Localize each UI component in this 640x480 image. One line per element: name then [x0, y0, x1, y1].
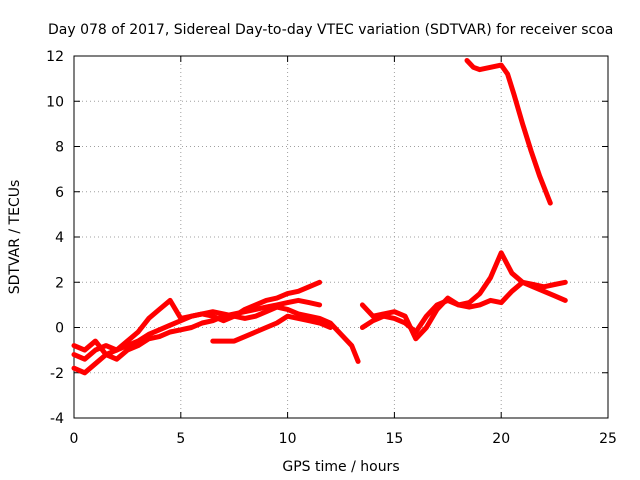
y-tick-label: 0	[55, 321, 64, 337]
series-line-track-c	[71, 297, 323, 362]
y-tick-label: 4	[55, 230, 64, 246]
grid-lines	[74, 56, 608, 418]
plot-frame	[73, 55, 609, 419]
x-tick-label: 5	[176, 431, 185, 447]
x-axis-label: GPS time / hours	[282, 459, 399, 475]
x-tick-label: 25	[599, 431, 617, 447]
x-tick-label: 0	[70, 431, 79, 447]
series-line-track-b	[71, 304, 361, 376]
x-tick-labels: 0 5 10 15 20 25	[70, 431, 617, 447]
series-line-track-d	[210, 313, 333, 344]
series-group	[71, 58, 568, 376]
y-tick-label: -2	[50, 366, 64, 382]
y-axis-label: SDTVAR / TECUs	[7, 180, 23, 295]
series-line-track-f	[359, 279, 568, 342]
series-line-track-g	[464, 58, 553, 206]
y-tick-label: 2	[55, 275, 64, 291]
y-tick-label: -4	[50, 411, 64, 427]
y-tick-labels: -4 -2 0 2 4 6 8 10 12	[46, 49, 64, 427]
x-tick-label: 10	[279, 431, 297, 447]
y-tick-label: 8	[55, 140, 64, 156]
y-tick-label: 6	[55, 185, 64, 201]
y-tick-label: 10	[46, 94, 64, 110]
series-line-track-e	[359, 250, 568, 335]
x-tick-label: 15	[385, 431, 403, 447]
y-tick-label: 12	[46, 49, 64, 65]
x-tick-label: 20	[492, 431, 510, 447]
chart-title: Day 078 of 2017, Sidereal Day-to-day VTE…	[48, 22, 613, 38]
